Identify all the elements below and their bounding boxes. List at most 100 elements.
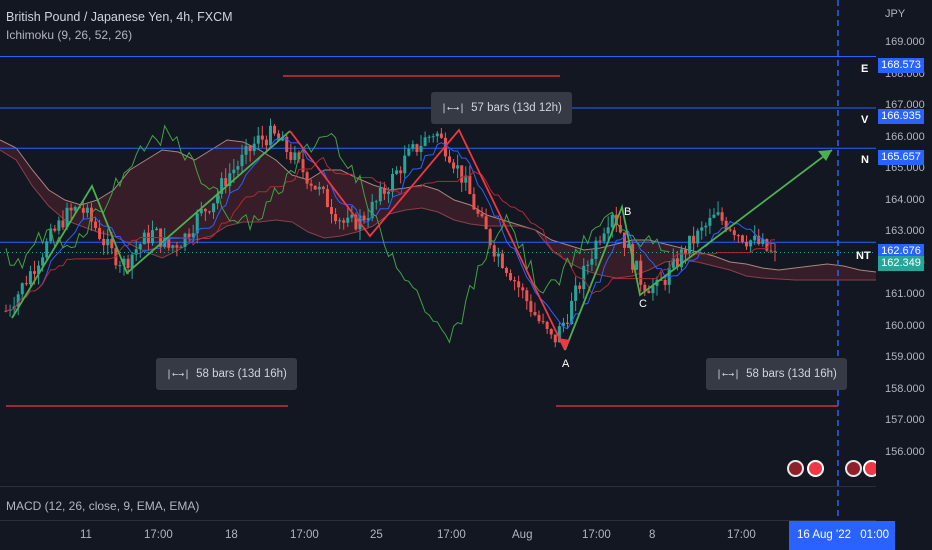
candle-body: [134, 249, 138, 255]
candle-body: [415, 144, 419, 152]
time-tick: 8: [649, 529, 656, 541]
candle-body: [639, 260, 643, 285]
time-tick: 17:00: [727, 529, 756, 541]
candle-body: [106, 238, 110, 246]
candle-body: [391, 173, 395, 192]
candle-body: [187, 233, 191, 238]
price-tick: 163.000: [885, 225, 925, 237]
candle-body: [427, 136, 431, 138]
candle-body: [736, 235, 740, 237]
candle-body: [740, 235, 744, 242]
candle-body: [232, 169, 236, 174]
measure-label: 58 bars (13d 16h): [746, 368, 837, 380]
senkou-span-a: [0, 139, 877, 273]
bars-range-measure-2[interactable]: |←→| 58 bars (13d 16h): [156, 358, 297, 390]
candle-body: [155, 228, 159, 231]
bars-range-measure-3[interactable]: |←→| 58 bars (13d 16h): [706, 358, 847, 390]
bars-range-measure-1[interactable]: |←→| 57 bars (13d 12h): [431, 92, 572, 124]
currency-label: JPY: [885, 8, 906, 20]
candle-body: [366, 218, 370, 221]
candle-body: [28, 271, 32, 285]
range-icon: |←→|: [441, 103, 466, 114]
wave-down-1: [289, 128, 566, 351]
candle-body: [431, 136, 435, 138]
candle-body: [313, 185, 317, 190]
candle-body: [570, 300, 574, 324]
candle-body: [305, 172, 309, 184]
candle-body: [268, 125, 272, 146]
symbol-title[interactable]: British Pound / Japanese Yen, 4h, FXCM: [6, 10, 233, 24]
candle-body: [488, 229, 492, 246]
chikou-span: [5, 124, 670, 344]
candle-body: [191, 233, 195, 238]
time-tick: 17:00: [582, 529, 611, 541]
candle-body: [692, 235, 696, 244]
crosshair-date-badge: 16 Aug '22 01:00: [789, 521, 895, 550]
price-axis[interactable]: [876, 0, 932, 550]
candle-body: [346, 217, 350, 223]
candle-body: [565, 322, 569, 324]
candle-body: [472, 194, 476, 210]
price-badge: 162.676: [878, 244, 924, 259]
price-tick: 164.000: [885, 193, 925, 206]
candle-body: [549, 328, 553, 335]
event-icon[interactable]: [807, 460, 824, 477]
candle-body: [338, 220, 342, 222]
candle-body: [761, 239, 765, 244]
time-tick: 18: [225, 529, 238, 541]
time-tick: Aug: [512, 529, 533, 541]
ichimoku-legend[interactable]: Ichimoku (9, 26, 52, 26): [6, 28, 133, 42]
candle-body: [330, 207, 334, 215]
candle-body: [561, 322, 565, 327]
range-icon: |←→|: [716, 369, 741, 380]
candle-body: [574, 285, 578, 301]
candle-body: [4, 310, 8, 312]
candle-body: [73, 206, 77, 211]
candle-body: [57, 220, 61, 231]
uk-flag-icon[interactable]: [845, 460, 862, 477]
candle-body: [167, 237, 171, 248]
candle-body: [220, 178, 224, 194]
candle-body: [716, 212, 720, 215]
candle-body: [435, 133, 439, 137]
candle-body: [732, 230, 736, 236]
candle-body: [765, 239, 769, 251]
crosshair-time: 01:00: [860, 529, 889, 541]
candle-body: [69, 207, 73, 211]
candle-body: [228, 173, 232, 187]
candle-body: [659, 279, 663, 281]
price-tick: 158.000: [885, 382, 925, 395]
candle-body: [537, 315, 541, 322]
wave-label-c: C: [639, 298, 647, 310]
candle-body: [635, 260, 639, 270]
candle-body: [273, 125, 277, 134]
candle-body: [679, 249, 683, 268]
candle-body: [419, 145, 423, 152]
candle-body: [41, 257, 45, 266]
price-tick: 159.000: [885, 351, 925, 363]
candle-body: [126, 258, 130, 269]
candle-body: [325, 189, 329, 208]
kijun-sen: [5, 156, 776, 312]
price-tick: 160.000: [885, 319, 925, 332]
candle-body: [85, 207, 89, 213]
candle-body: [49, 228, 53, 242]
candle-body: [683, 249, 687, 254]
uk-flag-icon[interactable]: [787, 460, 804, 477]
candle-body: [285, 136, 289, 152]
candle-body: [598, 240, 602, 242]
candle-body: [277, 133, 281, 141]
candle-body: [667, 267, 671, 285]
candle-body: [61, 220, 65, 228]
candle-body: [712, 214, 716, 218]
candle-body: [65, 207, 69, 228]
candle-body: [447, 156, 451, 163]
wave-label-b: B: [624, 206, 632, 218]
candle-body: [545, 321, 549, 329]
range-icon: |←→|: [166, 369, 191, 380]
macd-legend[interactable]: MACD (12, 26, close, 9, EMA, EMA): [6, 499, 200, 513]
candle-body: [541, 321, 545, 323]
ichimoku-cloud: [0, 140, 876, 280]
candle-body: [590, 258, 594, 265]
